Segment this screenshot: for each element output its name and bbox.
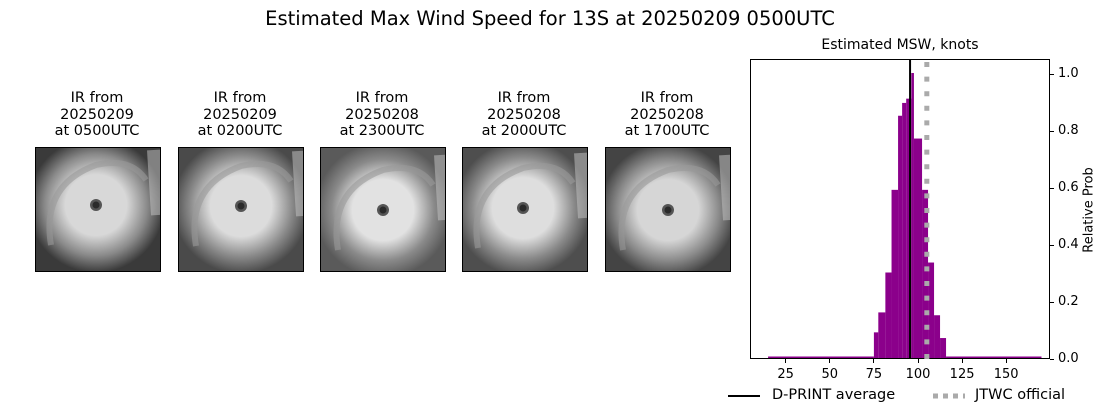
x-tick-label: 100 [905,367,931,382]
histogram-bar [913,138,923,358]
y-axis-label: Relative Prob [1081,167,1097,253]
ir-title-line: at 0500UTC [54,123,140,139]
legend-label-dprint: D-PRINT average [772,387,896,403]
y-tick-mark [1050,244,1054,246]
ir-panel-title-4: IR from 20250208 at 2000UTC [444,90,604,140]
histogram-title: Estimated MSW, knots [821,37,979,53]
histogram-bar [911,73,914,358]
ir-title-line: at 0200UTC [197,123,283,139]
ir-title-line: IR from [70,90,124,106]
ir-satellite-image-5 [605,147,731,272]
ir-title-line: at 2000UTC [481,123,567,139]
histogram-bar [885,272,892,358]
histogram-bar [940,338,947,358]
y-tick-mark [1050,301,1054,303]
ir-panel-title-2: IR from 20250209 at 0200UTC [160,90,320,140]
ir-title-line: 20250208 [345,106,419,123]
ir-title-line: 20250208 [630,106,704,123]
y-tick-mark [1050,130,1054,132]
histogram-bar [878,312,886,358]
x-tick-mark [873,359,875,363]
ir-title-line: 20250208 [487,106,561,123]
ir-title-line: at 2300UTC [339,123,425,139]
x-tick-mark [829,359,831,363]
solid-line-icon [728,395,760,397]
y-tick-label: 0.4 [1058,237,1079,252]
ir-title-line: 20250209 [203,106,277,123]
x-tick-label: 50 [821,367,839,382]
ir-panel-title-3: IR from 20250208 at 2300UTC [302,90,462,140]
legend-label-jtwc: JTWC official [975,387,1066,403]
histogram-bar [946,356,1042,358]
x-tick-mark [961,359,963,363]
y-tick-label: 0.8 [1058,123,1079,138]
x-tick-label: 125 [949,367,975,382]
histogram-bar [891,189,899,358]
histogram-axes [750,59,1050,359]
histogram-bar [898,115,903,358]
ir-title-line: IR from [213,90,267,106]
ir-satellite-image-4 [462,147,588,272]
histogram-bar [922,189,929,358]
ir-satellite-image-3 [320,147,446,272]
histogram-bar [873,332,879,358]
ir-satellite-image-1 [35,147,161,272]
y-tick-mark [1050,187,1054,189]
x-tick-mark [1005,359,1007,363]
ir-title-line: IR from [355,90,409,106]
ir-title-line: IR from [497,90,551,106]
y-tick-label: 0.6 [1058,180,1079,195]
ir-panel-title-1: IR from 20250209 at 0500UTC [17,90,177,140]
histogram-bar [906,98,912,359]
x-tick-mark [917,359,919,363]
x-tick-mark [785,359,787,363]
ir-title-line: IR from [640,90,694,106]
ir-panel-title-5: IR from 20250208 at 1700UTC [587,90,747,140]
y-tick-label: 0.0 [1058,351,1079,366]
histogram-bar [934,315,941,358]
x-tick-label: 150 [993,367,1019,382]
histogram-bar [928,262,935,358]
histogram-plot [768,60,1042,359]
y-tick-label: 1.0 [1058,66,1079,81]
x-tick-label: 75 [865,367,883,382]
figure-title: Estimated Max Wind Speed for 13S at 2025… [265,7,835,30]
histogram-bar [768,356,874,358]
ir-title-line: at 1700UTC [624,123,710,139]
x-tick-label: 25 [777,367,794,382]
ir-satellite-image-2 [178,147,304,272]
y-tick-mark [1050,73,1054,75]
dotted-line-icon [933,393,965,399]
histogram-bar [902,102,907,358]
ir-title-line: 20250209 [60,106,134,123]
y-tick-label: 0.2 [1058,294,1079,309]
y-tick-mark [1050,358,1054,360]
